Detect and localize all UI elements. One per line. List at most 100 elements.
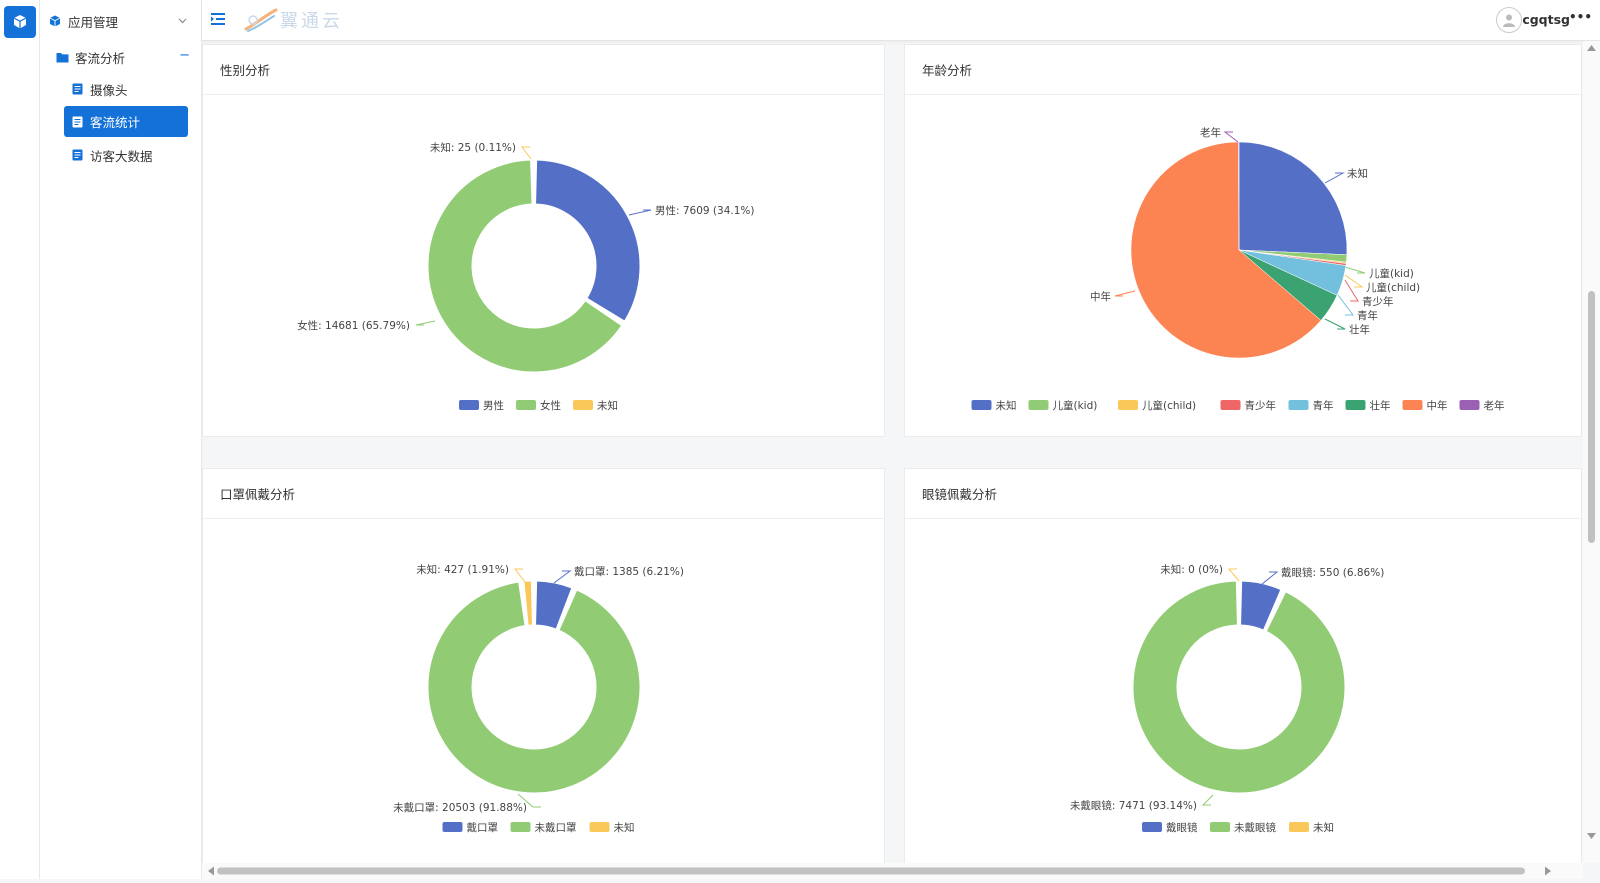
sidebar-group-label: 客流分析 [75, 48, 125, 67]
slice-label: 青年 [1357, 309, 1378, 322]
brand-swoosh-icon [244, 7, 278, 33]
vertical-scroll-thumb[interactable] [1588, 291, 1595, 543]
pie-slice-1[interactable] [1239, 142, 1347, 255]
chart-legend: 男性 女性 未知 [459, 399, 618, 412]
slice-label: 未戴眼镜: 7471 (93.14%) [1070, 799, 1197, 812]
chart-legend: 戴眼镜 未戴眼镜 未知 [1142, 821, 1334, 834]
slice-label: 未知 [1347, 167, 1368, 180]
legend-swatch[interactable] [1403, 400, 1423, 410]
horizontal-scroll-thumb[interactable] [217, 868, 1525, 875]
legend-label[interactable]: 未知 [1313, 821, 1334, 834]
label-leader-line [1115, 291, 1135, 296]
chart-legend: 未知 儿童(kid) 儿童(child) 青少年 青年 壮年 中年 老年 [972, 399, 1505, 412]
label-leader-line [554, 571, 570, 583]
sidebar-item-label: 摄像头 [90, 80, 128, 99]
legend-swatch[interactable] [443, 822, 463, 832]
user-icon [1501, 12, 1517, 28]
legend-swatch[interactable] [511, 822, 531, 832]
legend-swatch[interactable] [1221, 400, 1241, 410]
legend-label[interactable]: 未知 [996, 399, 1017, 412]
brand-logo: 翼通云 [244, 7, 343, 33]
legend-label[interactable]: 儿童(kid) [1053, 399, 1098, 412]
slice-label: 老年 [1200, 126, 1221, 139]
scroll-left-icon[interactable] [208, 867, 214, 876]
legend-swatch[interactable] [1346, 400, 1366, 410]
slice-label: 戴口罩: 1385 (6.21%) [574, 565, 684, 578]
slice-label: 中年 [1090, 290, 1111, 303]
label-leader-line [1345, 267, 1365, 273]
label-leader-line [1262, 572, 1277, 584]
label-leader-line [515, 569, 525, 582]
legend-swatch[interactable] [972, 400, 992, 410]
label-leader-line [1325, 319, 1345, 329]
slice-label: 戴眼镜: 550 (6.86%) [1281, 566, 1384, 579]
label-leader-line [1203, 795, 1213, 805]
mask-chart-card: 口罩佩戴分析 戴口罩: 1385 (6.21%)未戴口罩: 20503 (91.… [202, 468, 885, 863]
pie-slice-2[interactable] [428, 582, 640, 793]
legend-swatch[interactable] [516, 400, 536, 410]
scroll-right-icon[interactable] [1545, 867, 1551, 876]
legend-swatch[interactable] [573, 400, 593, 410]
legend-swatch[interactable] [590, 822, 610, 832]
pie-chart: 未知儿童(kid)儿童(child)青少年青年壮年中年老年未知儿童(kid)儿童… [905, 45, 1582, 438]
legend-label[interactable]: 青年 [1313, 399, 1334, 412]
legend-swatch[interactable] [1289, 400, 1309, 410]
legend-label[interactable]: 戴口罩 [467, 821, 499, 834]
chart-legend: 戴口罩 未戴口罩 未知 [443, 821, 635, 834]
legend-label[interactable]: 未知 [614, 821, 635, 834]
collapse-icon[interactable]: − [179, 48, 190, 63]
pie-slice-3[interactable] [524, 581, 533, 625]
slice-label: 未戴口罩: 20503 (91.88%) [393, 801, 527, 814]
legend-swatch[interactable] [1118, 400, 1138, 410]
chevron-down-icon[interactable] [177, 14, 188, 29]
slice-label: 男性: 7609 (34.1%) [655, 204, 754, 217]
sidebar-item-camera[interactable]: 摄像头 [70, 80, 180, 98]
vertical-scrollbar[interactable] [1583, 41, 1600, 863]
sidebar: 应用管理 客流分析 − 摄像头 客流统计 访客大数据 [40, 0, 202, 879]
legend-label[interactable]: 青少年 [1245, 399, 1277, 412]
sidebar-menu-app-management[interactable]: 应用管理 [48, 12, 198, 30]
age-chart-card: 年龄分析 未知儿童(kid)儿童(child)青少年青年壮年中年老年未知儿童(k… [904, 44, 1582, 437]
sidebar-item-passenger-stats[interactable]: 客流统计 [64, 106, 188, 137]
username[interactable]: cgqtsg [1522, 12, 1570, 27]
legend-swatch[interactable] [1029, 400, 1049, 410]
legend-swatch[interactable] [459, 400, 479, 410]
menu-toggle-icon[interactable] [210, 11, 226, 30]
legend-label[interactable]: 未戴眼镜 [1234, 821, 1276, 834]
slice-label: 未知: 0 (0%) [1160, 563, 1223, 576]
legend-label[interactable]: 未知 [597, 399, 618, 412]
more-icon[interactable]: ••• [1569, 10, 1592, 24]
avatar[interactable] [1496, 7, 1522, 33]
horizontal-scrollbar[interactable] [202, 863, 1583, 879]
legend-label[interactable]: 女性 [540, 399, 561, 412]
app-cube-icon[interactable] [4, 6, 36, 38]
legend-label[interactable]: 男性 [483, 399, 504, 412]
label-leader-line [1338, 295, 1353, 315]
slice-label: 未知: 25 (0.11%) [430, 141, 516, 154]
legend-swatch[interactable] [1210, 822, 1230, 832]
legend-label[interactable]: 老年 [1484, 399, 1505, 412]
brand-name: 翼通云 [280, 7, 343, 33]
cube-icon [48, 14, 62, 28]
pie-slice-2[interactable] [1133, 581, 1345, 793]
document-icon [70, 148, 84, 162]
slice-label: 壮年 [1349, 323, 1370, 336]
legend-label[interactable]: 未戴口罩 [535, 821, 577, 834]
pie-slice-1[interactable] [536, 160, 640, 321]
legend-label[interactable]: 戴眼镜 [1166, 821, 1198, 834]
app-rail [0, 0, 40, 879]
legend-swatch[interactable] [1289, 822, 1309, 832]
sidebar-item-visitor-bigdata[interactable]: 访客大数据 [70, 146, 180, 164]
legend-label[interactable]: 壮年 [1370, 399, 1391, 412]
label-leader-line [1325, 173, 1343, 183]
sidebar-group-passenger-flow[interactable]: 客流分析 − [55, 48, 190, 66]
legend-swatch[interactable] [1142, 822, 1162, 832]
pie-chart: 戴眼镜: 550 (6.86%) 未戴眼镜: 7471 (93.14%) 未知: 0… [905, 469, 1582, 863]
slice-label: 儿童(child) [1366, 281, 1420, 294]
scroll-up-icon[interactable] [1587, 45, 1596, 51]
legend-label[interactable]: 中年 [1427, 399, 1448, 412]
legend-label[interactable]: 儿童(child) [1142, 399, 1196, 412]
legend-swatch[interactable] [1460, 400, 1480, 410]
scroll-down-icon[interactable] [1587, 833, 1596, 839]
label-leader-line [416, 321, 435, 325]
